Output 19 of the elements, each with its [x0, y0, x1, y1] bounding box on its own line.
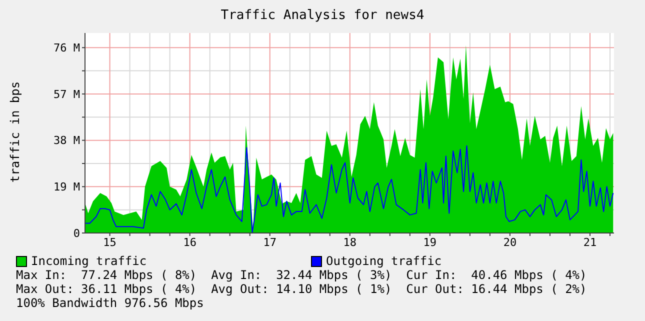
- x-tick-label: 17: [263, 236, 276, 249]
- chart-title: Traffic Analysis for news4: [220, 8, 426, 23]
- y-tick-label: 19 M: [54, 180, 80, 194]
- y-tick-label: 0: [73, 226, 80, 240]
- x-tick-label: 21: [583, 236, 597, 249]
- x-tick-label: 16: [183, 236, 196, 249]
- y-tick-label: 76 M: [54, 42, 80, 55]
- y-tick-label: 38 M: [54, 134, 80, 148]
- x-tick-label: 15: [103, 236, 116, 249]
- text: 100% Bandwidth 976.56 Mbps: [16, 296, 205, 310]
- y-tick-label: 57 M: [54, 88, 80, 101]
- y-axis-title: traffic in bps: [8, 80, 23, 185]
- x-tick-label: 18: [343, 236, 357, 249]
- text: Max Out: 36.11 Mbps ( 4%) Avg Out: 14.10 Mbps ( 1%) Cur Out: 16.44 Mbps ( 2%): [16, 282, 588, 296]
- legend-label: Outgoing traffic: [326, 254, 442, 268]
- x-tick-label: 20: [503, 236, 517, 249]
- legend-label: Incoming traffic: [31, 254, 147, 268]
- x-tick-label: 19: [423, 236, 437, 249]
- text: Max In: 77.24 Mbps ( 8%) Avg In: 32.44 Mbps ( 3%) Cur In: 40.46 Mbps ( 4%): [16, 268, 588, 282]
